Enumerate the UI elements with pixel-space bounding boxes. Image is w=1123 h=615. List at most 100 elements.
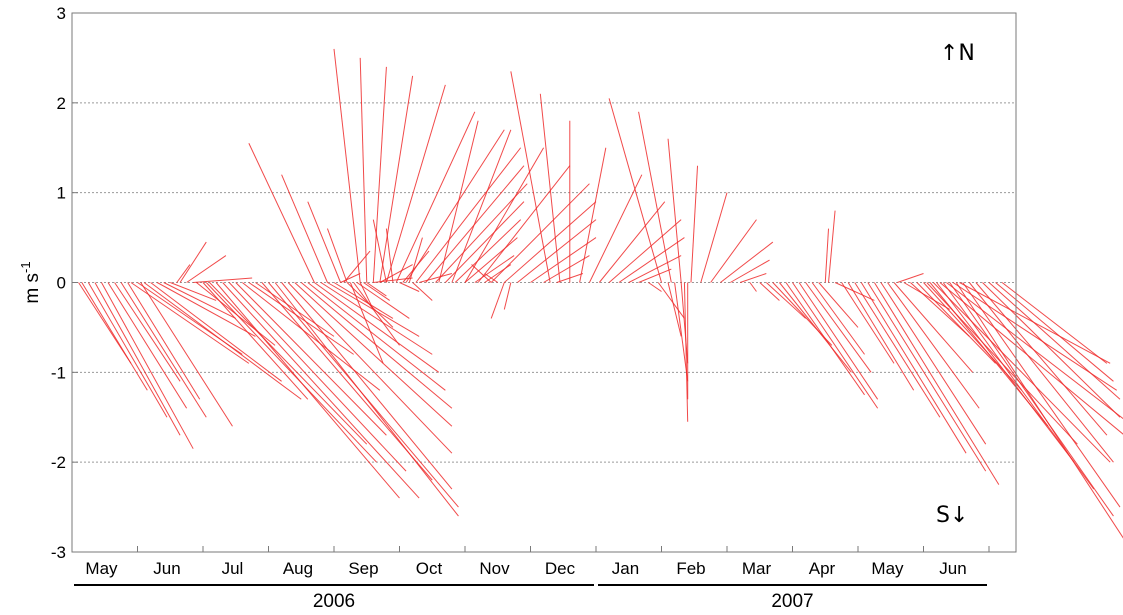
stick — [419, 273, 453, 283]
stick — [543, 255, 590, 283]
stick — [949, 282, 1114, 517]
x-axis-ticks: May Jun Jul Aug Sep Oct Nov Dec Jan Feb Mar Apr May J… — [85, 546, 990, 578]
stick — [222, 282, 420, 499]
stick — [408, 237, 423, 283]
stick — [307, 201, 342, 283]
stick — [818, 282, 859, 328]
stick — [490, 183, 590, 283]
stick — [405, 129, 505, 283]
month-label: Jun — [939, 559, 966, 578]
stick — [150, 282, 282, 382]
stick — [730, 259, 770, 283]
stick — [94, 282, 181, 436]
y-tick-label: 0 — [57, 274, 66, 293]
stick — [811, 282, 865, 355]
y-tick-label: -3 — [51, 543, 66, 562]
stick — [248, 143, 315, 283]
south-annotation: S↓ — [936, 503, 968, 528]
stick — [314, 282, 440, 373]
stick — [294, 282, 453, 427]
stick — [333, 48, 361, 283]
stick — [936, 282, 1075, 463]
stick — [333, 282, 394, 319]
stick — [916, 282, 996, 364]
stick — [340, 273, 361, 283]
stick — [680, 282, 689, 364]
stick — [952, 282, 1117, 391]
stick — [955, 282, 1123, 539]
stick — [412, 282, 433, 301]
stick — [451, 129, 512, 283]
stick — [372, 219, 387, 283]
stick — [248, 282, 354, 355]
stick — [438, 120, 479, 283]
stick — [379, 75, 414, 283]
stick — [81, 282, 148, 391]
stick — [228, 282, 407, 472]
year-label: 2006 — [313, 591, 355, 612]
stick — [939, 282, 1123, 435]
month-label: Jul — [222, 559, 244, 578]
stick — [353, 282, 400, 346]
stick — [484, 273, 499, 283]
stick — [127, 282, 201, 400]
stick — [503, 282, 512, 310]
stick — [186, 255, 227, 283]
stick — [120, 282, 207, 418]
y-tick-label: 1 — [57, 184, 66, 203]
stick — [530, 237, 597, 283]
month-label: Nov — [479, 559, 510, 578]
velocity-sticks — [71, 48, 1123, 539]
stick — [202, 282, 309, 400]
stick — [363, 282, 390, 301]
stick — [471, 264, 492, 283]
stick — [464, 147, 545, 283]
stick — [765, 282, 806, 319]
stick — [982, 282, 1121, 418]
stick — [385, 228, 394, 283]
stick — [959, 282, 1111, 364]
stick — [395, 111, 476, 283]
stick — [995, 282, 1114, 382]
stick — [779, 282, 852, 373]
stick — [608, 98, 662, 283]
stick — [510, 71, 551, 283]
stick — [988, 282, 1121, 400]
stick — [287, 282, 453, 454]
stick — [860, 282, 967, 454]
stick — [638, 268, 672, 283]
month-label: Aug — [283, 559, 313, 578]
stick — [235, 282, 387, 436]
stick — [854, 282, 941, 418]
stick — [867, 282, 987, 472]
stick — [349, 282, 384, 364]
stick — [156, 282, 256, 337]
stick — [932, 282, 1111, 463]
stick — [759, 282, 780, 301]
stick — [968, 282, 1114, 463]
month-label: Jan — [612, 559, 639, 578]
stick — [477, 165, 571, 283]
stick — [130, 282, 250, 364]
stick — [824, 228, 830, 283]
stick — [241, 282, 381, 391]
y-axis-label-exponent: -1 — [18, 261, 33, 273]
stick — [140, 282, 233, 427]
stick — [618, 237, 685, 283]
stick — [749, 282, 757, 292]
stick — [638, 111, 672, 283]
stick — [648, 282, 662, 292]
stick — [435, 183, 528, 283]
stick — [880, 282, 987, 445]
stick — [281, 174, 328, 283]
stick — [170, 282, 217, 301]
stick — [179, 241, 207, 283]
stick — [893, 282, 974, 373]
stick — [700, 192, 728, 283]
stick — [674, 282, 689, 382]
month-label: Oct — [416, 559, 443, 578]
north-annotation: ↑N — [940, 41, 975, 66]
stick — [946, 282, 1123, 420]
stick — [320, 282, 433, 355]
